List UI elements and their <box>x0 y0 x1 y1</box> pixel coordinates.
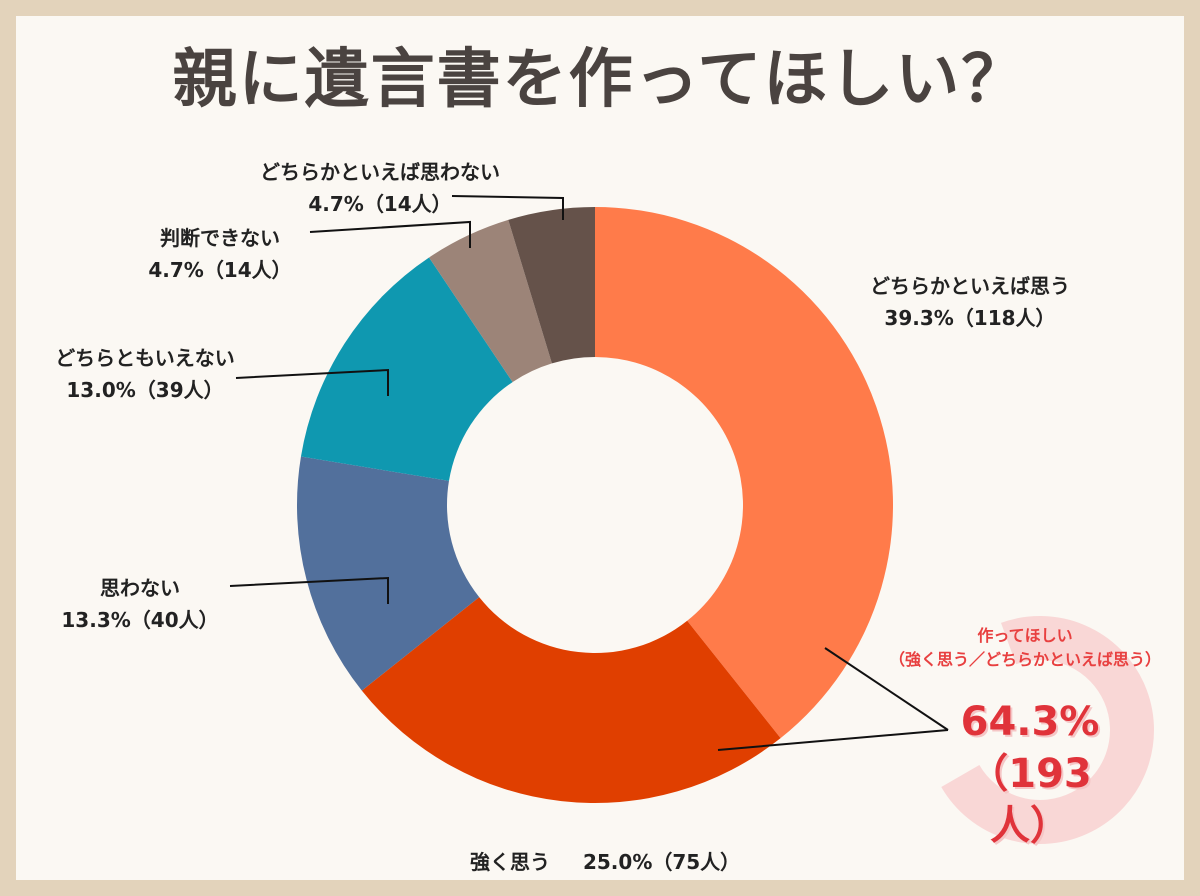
donut-slice-4 <box>429 219 552 383</box>
label-slice-0-value: 39.3%（118人） <box>884 306 1056 330</box>
donut-slice-5 <box>508 207 595 364</box>
highlight-total: 64.3% （193人） <box>940 696 1120 852</box>
highlight-title: 作ってほしい <box>977 626 1073 645</box>
label-slice-4-name: 判断できない <box>160 226 280 250</box>
label-slice-1-value: 25.0%（75人） <box>582 850 741 874</box>
label-slice-0: どちらかといえば思う 39.3%（118人） <box>820 270 1120 334</box>
label-slice-3-value: 13.0%（39人） <box>66 378 224 402</box>
highlight-label: 作ってほしい （強く思う／どちらかといえば思う） <box>860 624 1190 672</box>
highlight-count: （193人） <box>968 751 1092 849</box>
donut-slice-1 <box>361 597 781 803</box>
label-slice-2-name: 思わない <box>100 576 180 600</box>
label-slice-5-name: どちらかといえば思わない <box>260 160 500 184</box>
leader-slice-3 <box>235 368 389 396</box>
label-slice-2: 思わない 13.3%（40人） <box>40 572 240 636</box>
label-slice-3-name: どちらともいえない <box>55 346 235 370</box>
leader-highlight-upper <box>824 647 949 731</box>
highlight-subtitle: （強く思う／どちらかといえば思う） <box>888 650 1161 669</box>
donut-slice-3 <box>300 257 513 481</box>
donut-slice-0 <box>595 207 893 739</box>
label-slice-4: 判断できない 4.7%（14人） <box>120 222 320 286</box>
leader-slice-5 <box>451 195 564 220</box>
leader-slice-4 <box>309 220 471 248</box>
highlight-ring-decoration <box>941 616 1154 844</box>
label-slice-1-name: 強く思う <box>470 850 550 874</box>
chart-title: 親に遺言書を作ってほしい？ <box>172 43 1028 117</box>
leader-slice-2 <box>229 576 389 604</box>
label-slice-0-name: どちらかといえば思う <box>870 274 1070 298</box>
leader-highlight-lower <box>717 729 949 751</box>
label-slice-4-value: 4.7%（14人） <box>148 258 292 282</box>
label-slice-2-value: 13.3%（40人） <box>61 608 219 632</box>
label-slice-3: どちらともいえない 13.0%（39人） <box>10 342 280 406</box>
highlight-value: 64.3% <box>960 699 1100 745</box>
label-slice-5-value: 4.7%（14人） <box>308 192 452 216</box>
label-slice-5: どちらかといえば思わない 4.7%（14人） <box>220 156 540 220</box>
label-slice-1: 強く思う 25.0%（75人） <box>470 846 740 878</box>
donut-slice-2 <box>296 456 480 691</box>
